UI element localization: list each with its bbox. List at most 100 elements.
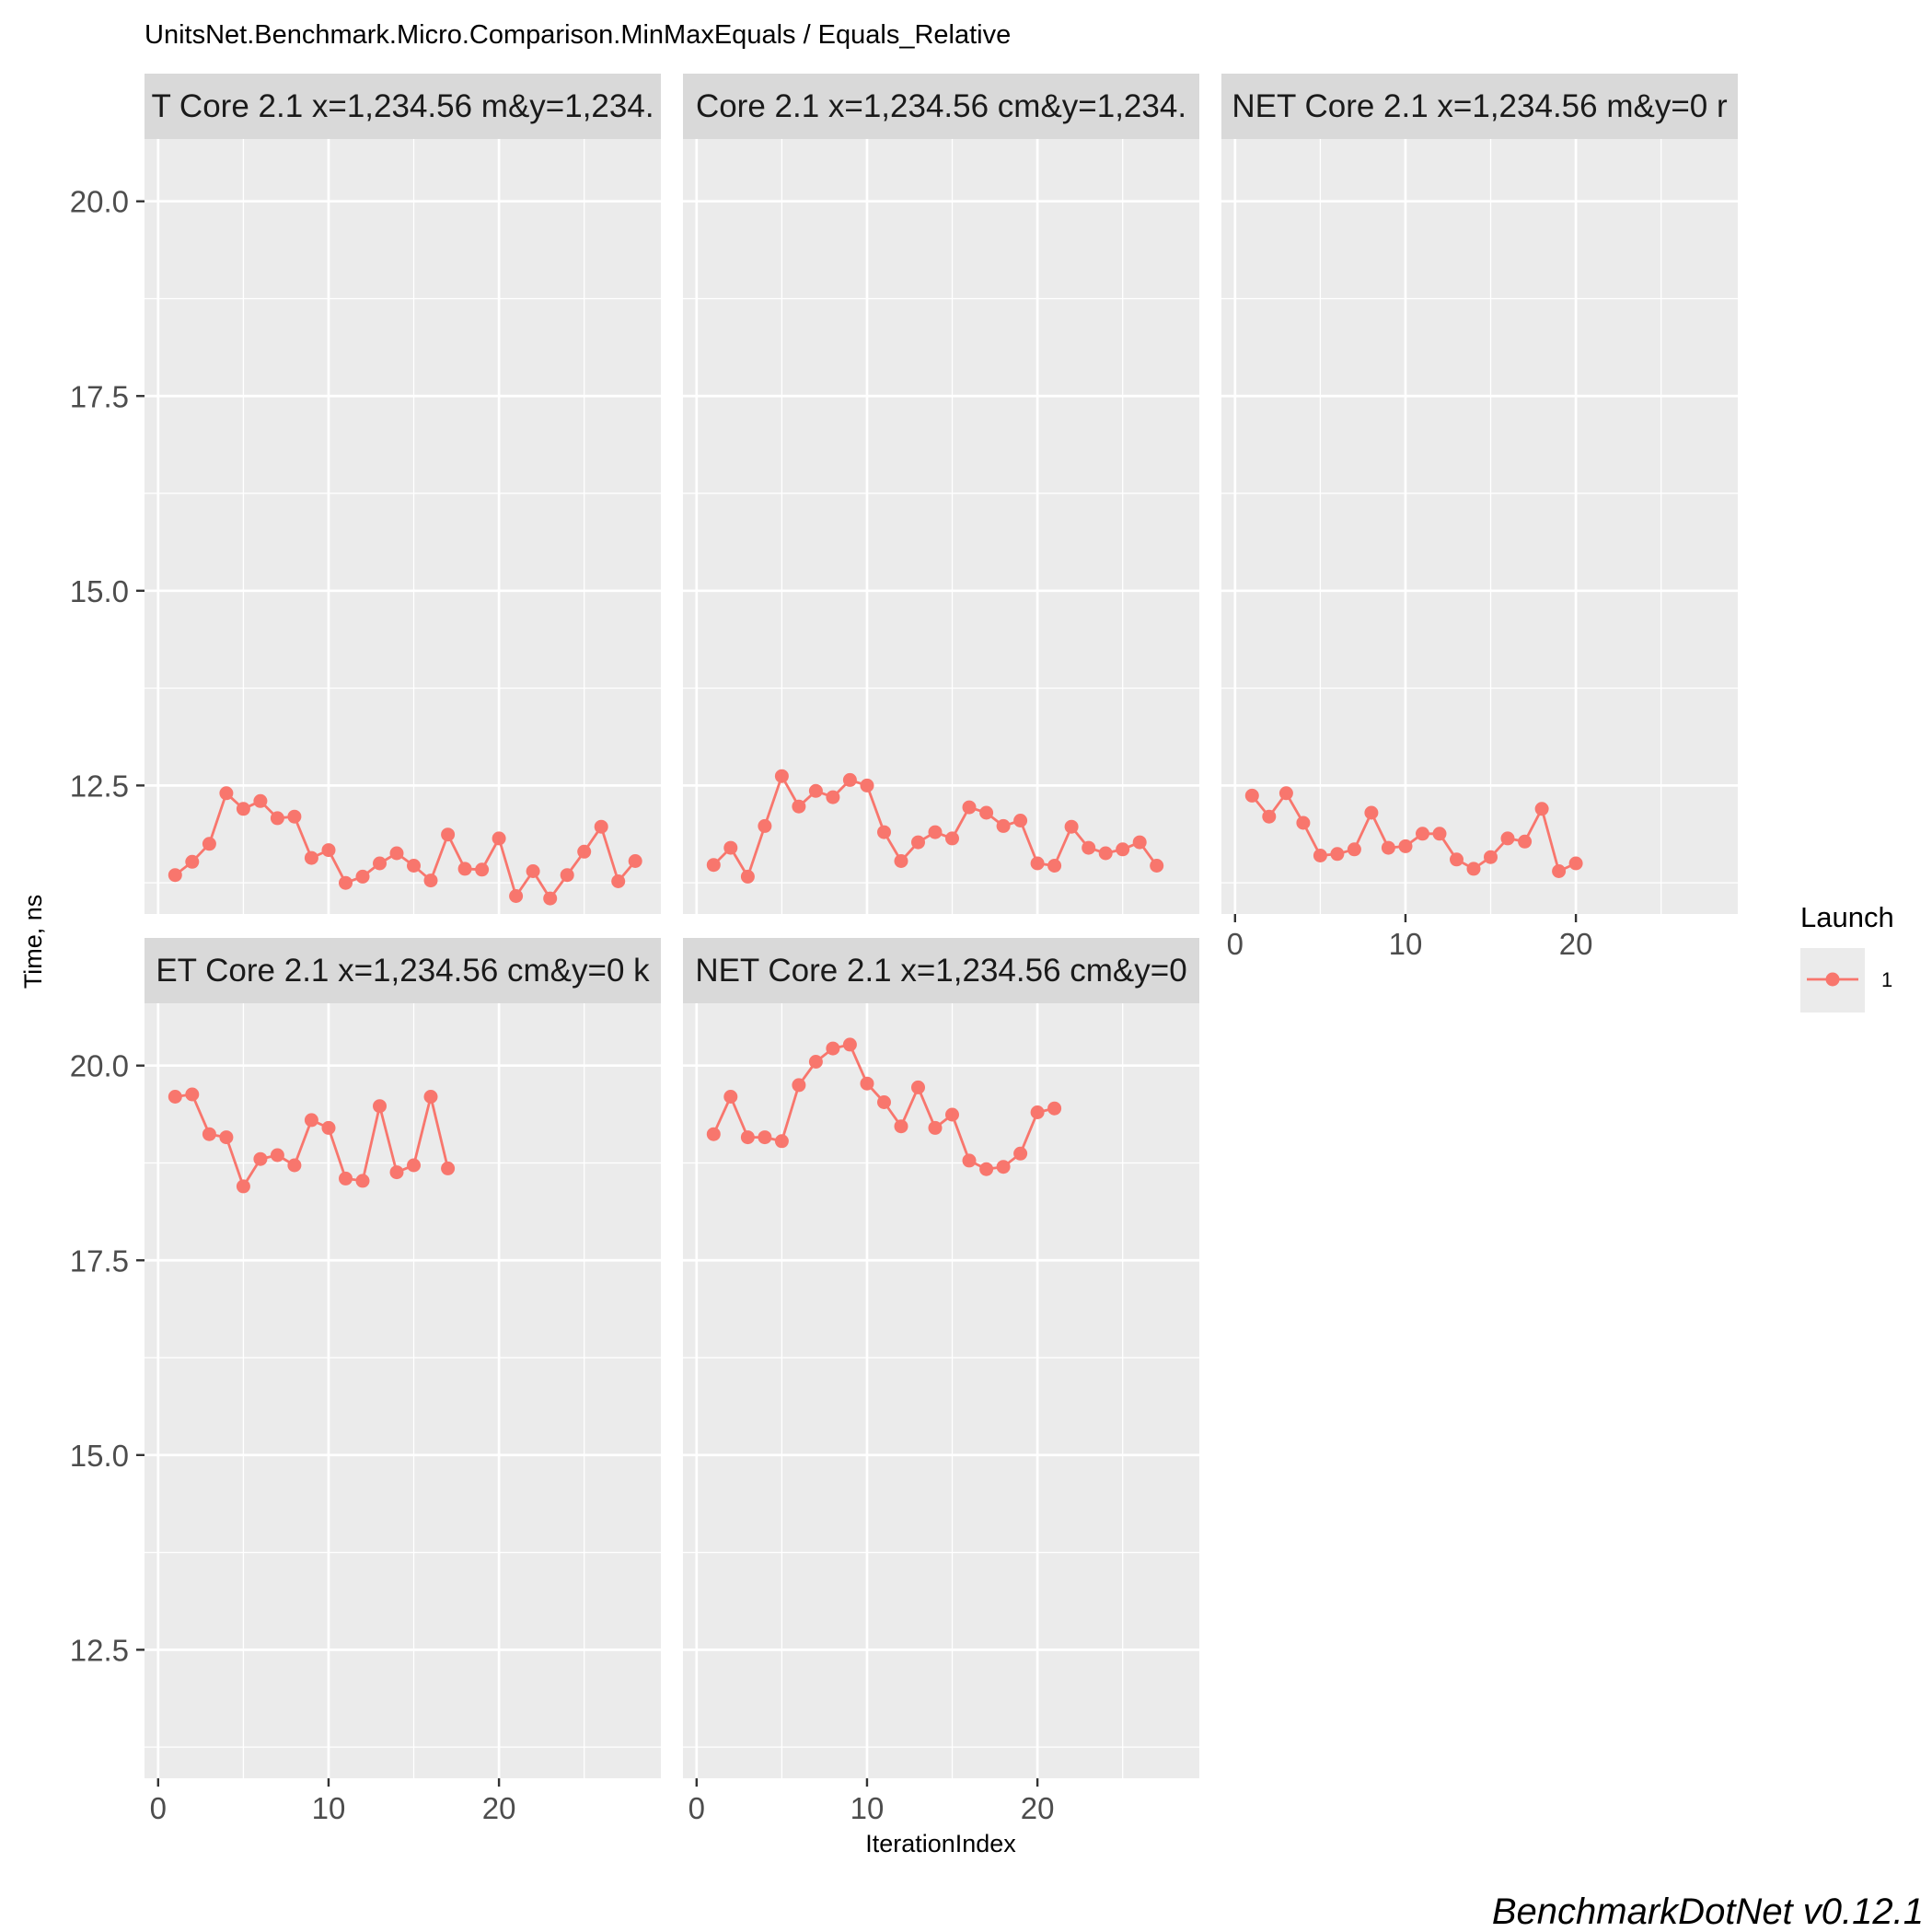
data-point — [389, 1165, 404, 1180]
data-point — [792, 799, 806, 814]
legend-key-point — [1825, 972, 1840, 987]
facet-strip-label: NET Core 2.1 x=1,234.56 cm&y=0 — [695, 953, 1186, 989]
data-point — [1500, 831, 1515, 846]
series-line — [174, 792, 637, 900]
data-point — [611, 874, 626, 888]
data-point — [423, 873, 438, 888]
data-point — [774, 769, 789, 783]
legend: Launch 1 — [1800, 901, 1894, 1012]
data-point — [1262, 809, 1277, 824]
data-point — [792, 1078, 806, 1093]
facet-panel: Core 2.1 x=1,234.56 cm&y=1,234. — [683, 74, 1199, 914]
data-point — [1150, 859, 1164, 873]
x-tick-label: 10 — [312, 1791, 346, 1825]
data-point — [185, 854, 200, 869]
y-tick-label: 15.0 — [70, 574, 129, 608]
facet-panel: ET Core 2.1 x=1,234.56 cm&y=0 k — [145, 938, 661, 1778]
data-point — [877, 1095, 891, 1109]
data-point — [457, 862, 472, 876]
chart-title: UnitsNet.Benchmark.Micro.Comparison.MinM… — [145, 20, 1011, 50]
data-point — [911, 835, 925, 850]
data-point — [1484, 850, 1498, 864]
data-point — [304, 1113, 318, 1128]
data-point — [407, 1158, 421, 1173]
data-point — [270, 811, 284, 826]
data-point — [202, 1127, 216, 1141]
facet-strip — [145, 74, 661, 139]
data-point — [355, 869, 370, 884]
data-point — [475, 862, 490, 877]
data-point — [543, 891, 558, 906]
y-tick-label: 20.0 — [70, 1049, 129, 1083]
data-point — [287, 809, 302, 824]
caption: BenchmarkDotNet v0.12.1 — [1492, 1892, 1924, 1932]
data-point — [826, 790, 840, 804]
data-point — [1450, 852, 1463, 867]
data-point — [236, 802, 250, 816]
data-point — [407, 859, 421, 873]
data-point — [526, 864, 540, 878]
panel-background — [683, 139, 1199, 914]
data-point — [1518, 834, 1533, 849]
data-point — [287, 1158, 302, 1173]
data-point — [253, 1151, 268, 1166]
x-tick-label: 0 — [688, 1791, 705, 1825]
facet-strip-label: ET Core 2.1 x=1,234.56 cm&y=0 k — [156, 953, 650, 989]
data-point — [1568, 856, 1583, 871]
data-point — [1552, 864, 1567, 878]
data-point — [911, 1080, 925, 1094]
data-point — [774, 1134, 789, 1149]
data-point — [723, 840, 738, 855]
legend-title: Launch — [1800, 901, 1894, 933]
data-point — [1398, 839, 1413, 853]
data-point — [339, 875, 353, 890]
data-point — [740, 1130, 755, 1145]
data-point — [509, 889, 524, 903]
data-point — [1466, 862, 1481, 876]
y-axes: 12.5 15.0 17.5 20.0 12.5 15.0 17.5 20.0 — [70, 185, 145, 1667]
x-tick-label: 0 — [1227, 927, 1244, 961]
data-point — [928, 825, 943, 839]
data-point — [355, 1174, 370, 1188]
data-point — [945, 831, 959, 846]
data-point — [1313, 849, 1327, 862]
data-point — [1030, 856, 1045, 871]
facet-panel: NET Core 2.1 x=1,234.56 m&y=0 r — [1221, 74, 1738, 914]
data-point — [877, 825, 891, 839]
panel-background — [1221, 139, 1738, 914]
y-axis-title: Time, ns — [19, 895, 47, 989]
facet-strip — [683, 938, 1199, 1003]
data-point — [168, 1090, 182, 1104]
data-point — [628, 854, 642, 868]
data-point — [1364, 805, 1379, 820]
data-point — [894, 1119, 908, 1134]
data-point — [339, 1171, 353, 1186]
data-point — [1116, 842, 1130, 857]
y-tick-label: 20.0 — [70, 185, 129, 219]
data-point — [894, 854, 908, 868]
data-point — [1064, 819, 1079, 834]
data-point — [1132, 835, 1147, 850]
panel-background — [683, 1003, 1199, 1778]
data-point — [168, 868, 182, 883]
data-point — [723, 1090, 738, 1104]
legend-item-label: 1 — [1881, 968, 1892, 991]
facet-strip-label: T Core 2.1 x=1,234.56 m&y=1,234. — [151, 88, 654, 124]
y-tick-label: 12.5 — [70, 1633, 129, 1667]
data-point — [1082, 840, 1096, 855]
data-point — [758, 818, 772, 833]
data-point — [808, 1055, 823, 1069]
x-tick-label: 10 — [850, 1791, 885, 1825]
x-tick-label: 20 — [1021, 1791, 1055, 1825]
facet-panel: T Core 2.1 x=1,234.56 m&y=1,234. — [145, 74, 661, 914]
data-point — [441, 1161, 456, 1175]
data-point — [1330, 847, 1345, 862]
data-point — [928, 1120, 943, 1135]
facet-strip — [145, 938, 661, 1003]
data-point — [373, 856, 387, 871]
data-point — [996, 818, 1011, 833]
data-point — [842, 772, 857, 787]
data-point — [321, 843, 336, 858]
facet-strip-label: Core 2.1 x=1,234.56 cm&y=1,234. — [696, 88, 1186, 124]
